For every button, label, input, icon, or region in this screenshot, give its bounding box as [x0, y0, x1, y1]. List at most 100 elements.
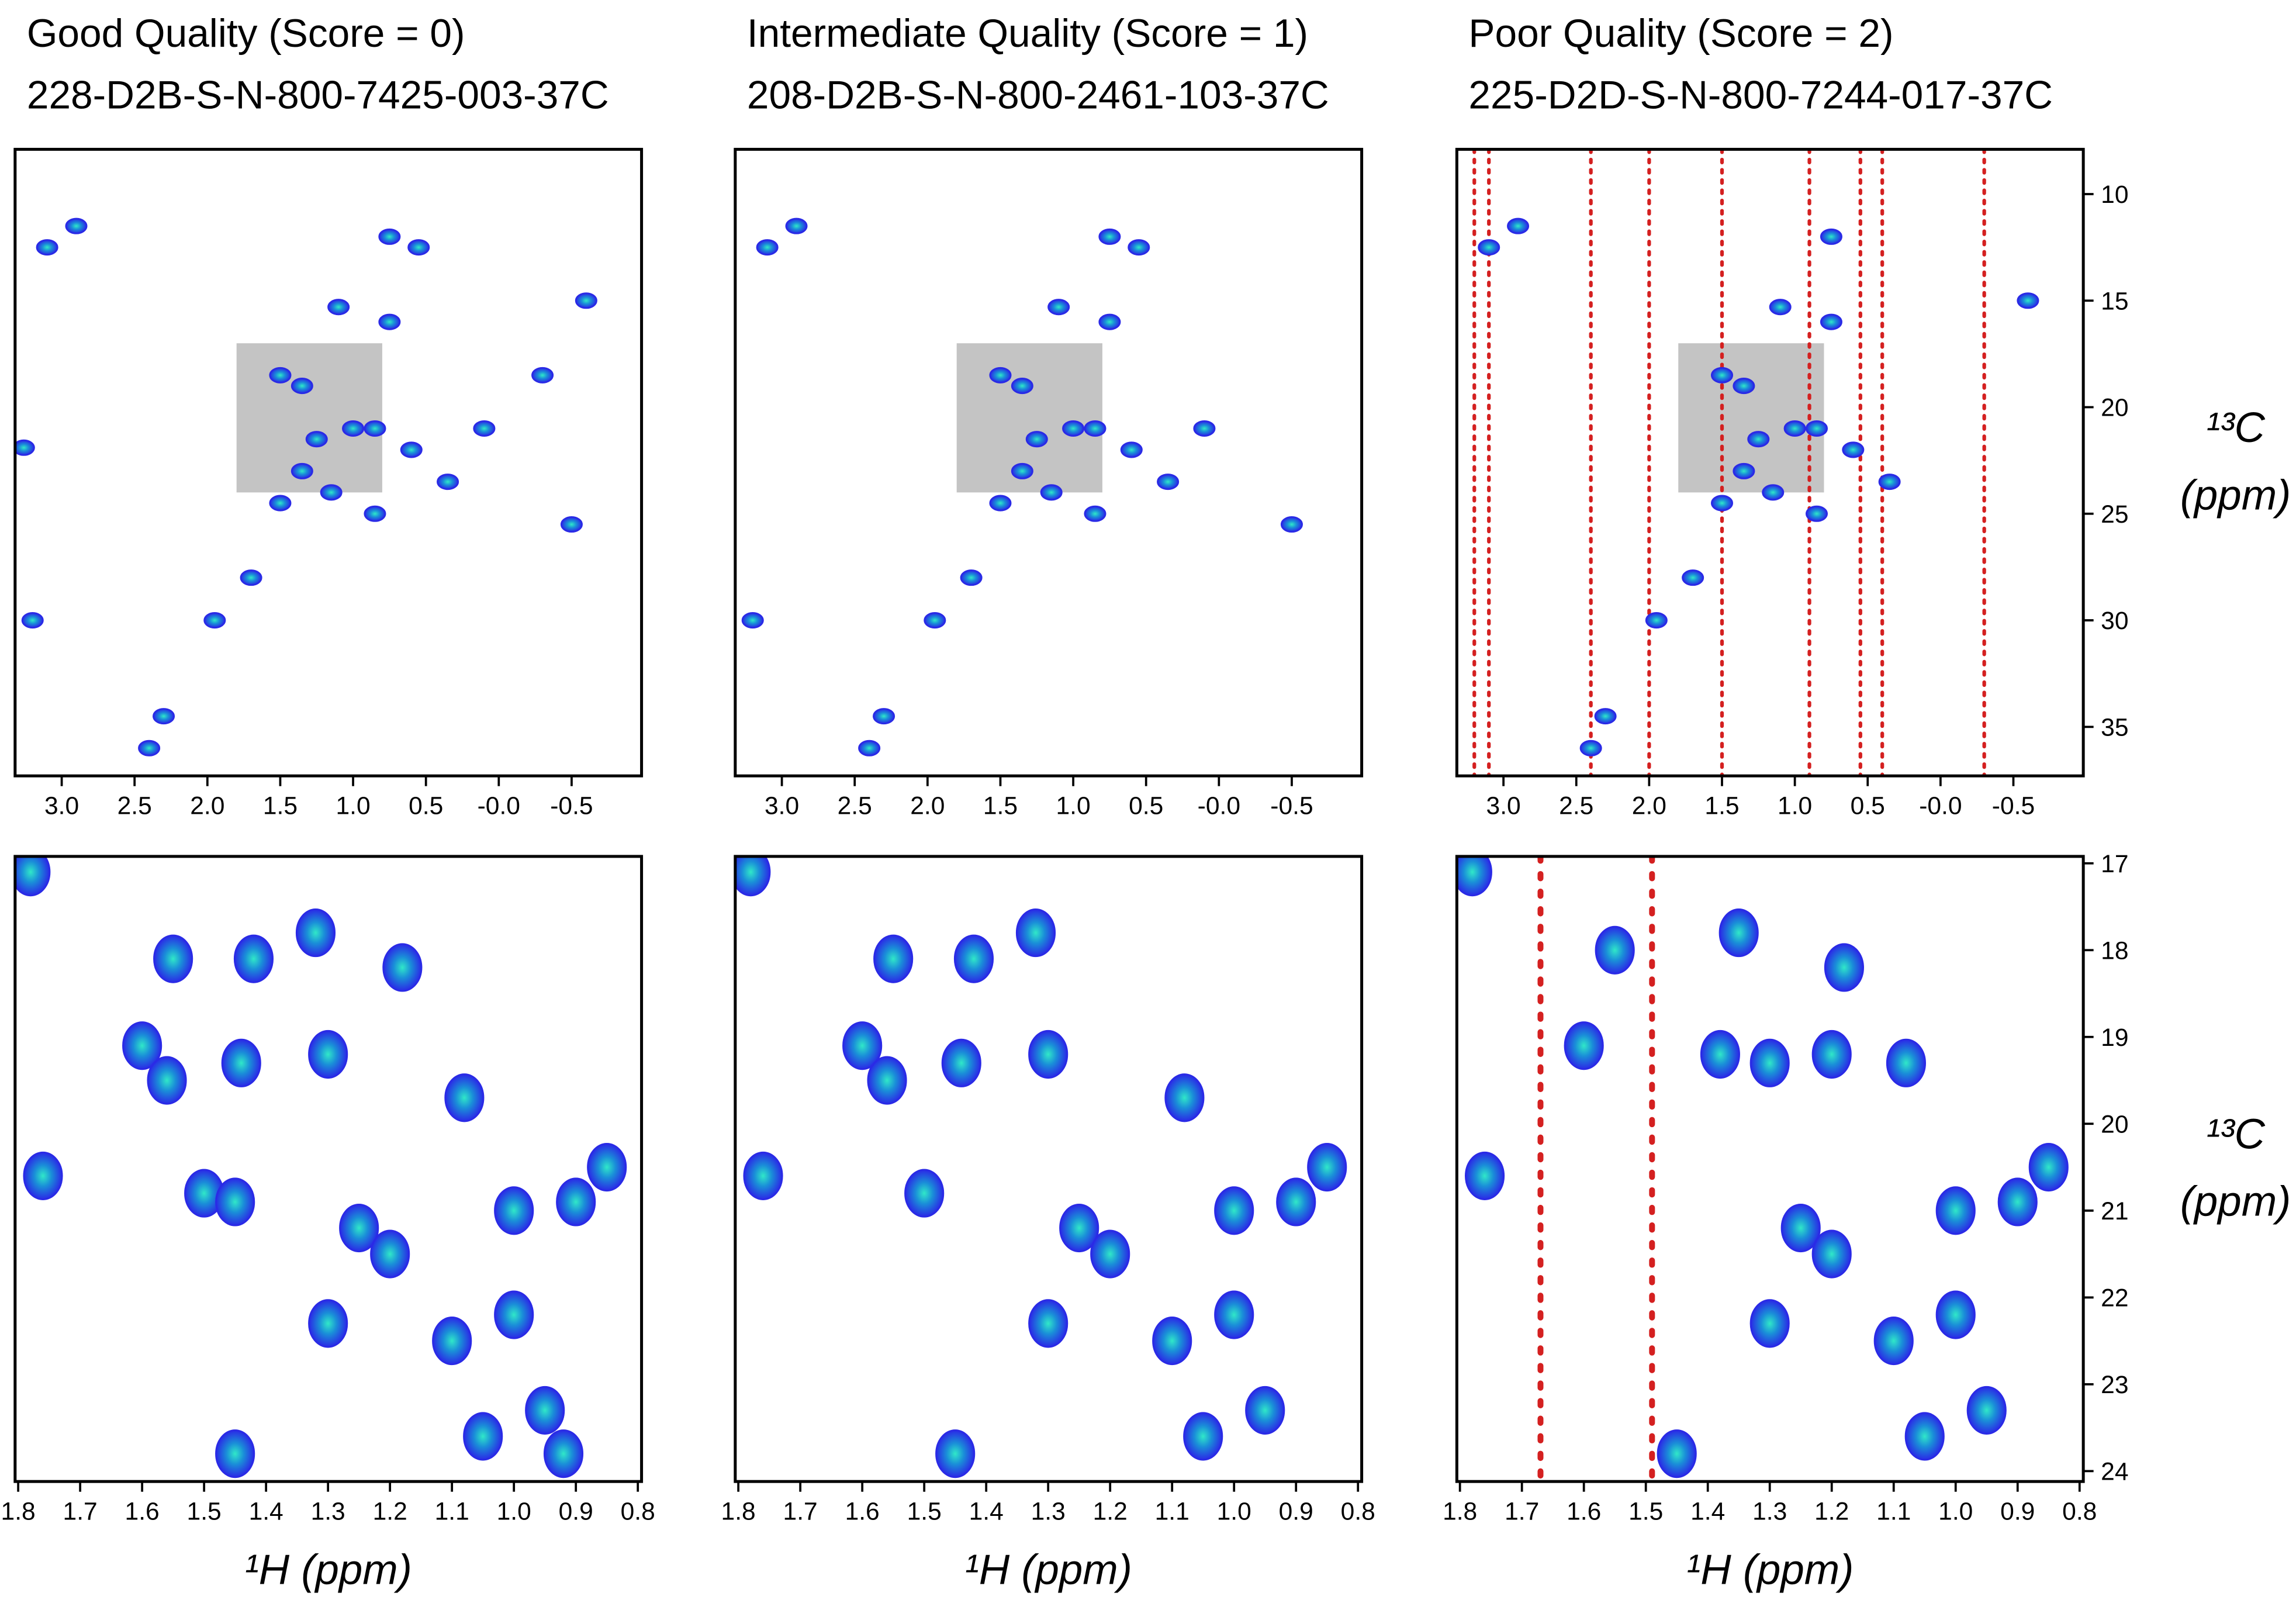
x-tick-label: 1.2 [373, 1497, 407, 1525]
x-tick-label: 1.2 [1093, 1497, 1128, 1525]
peak [1128, 239, 1150, 256]
y-tick-label: 25 [2101, 500, 2128, 528]
y-tick-label: 20 [2101, 394, 2128, 422]
x-tick-label: -0.5 [1270, 792, 1313, 820]
peak [560, 516, 583, 533]
y-tick-label: 20 [2101, 1110, 2128, 1138]
peak [1878, 474, 1901, 490]
x-tick-label: 1.0 [1938, 1497, 1973, 1525]
peak [960, 569, 983, 586]
x-tick-label: 1.4 [249, 1497, 283, 1525]
peak [1062, 420, 1085, 437]
peak [291, 378, 313, 395]
peak [989, 495, 1012, 512]
peak [953, 934, 994, 983]
x-tick-label: 1.5 [983, 792, 1018, 820]
peak [1478, 239, 1500, 256]
peak [575, 292, 597, 309]
x-tick-label: 1.4 [1690, 1497, 1725, 1525]
x-tick-label: 1.0 [1778, 792, 1812, 820]
x-tick-label: 1.3 [1031, 1497, 1066, 1525]
peak [269, 495, 292, 512]
peak [1457, 856, 1492, 897]
peak [342, 420, 365, 437]
peak [1152, 1317, 1192, 1366]
peak [1820, 228, 1842, 245]
peak [1997, 1177, 2038, 1227]
peak [1935, 1290, 1976, 1339]
y-axis-label: ¹³C [2206, 404, 2265, 451]
peak [1011, 378, 1033, 395]
peak [269, 367, 292, 384]
peak [1098, 313, 1121, 330]
plot-frame [1455, 147, 2085, 778]
y-axis-label: (ppm) [2180, 1178, 2291, 1225]
peak [305, 431, 328, 448]
peak [1733, 378, 1755, 395]
x-tick-label: 1.5 [187, 1497, 222, 1525]
chart-title: Good Quality (Score = 0) [27, 12, 465, 56]
x-tick-label: 1.3 [311, 1497, 345, 1525]
peak [1783, 420, 1806, 437]
y-tick-label: 10 [2101, 181, 2128, 209]
x-tick-label: 1.0 [336, 792, 370, 820]
peak [1749, 1299, 1790, 1348]
y-tick-label: 23 [2101, 1371, 2128, 1399]
peak [756, 239, 779, 256]
peak [1025, 431, 1048, 448]
peak [233, 934, 274, 983]
peak [1040, 484, 1063, 501]
peak [2017, 292, 2039, 309]
peak [1805, 505, 1828, 522]
peak [1747, 431, 1770, 448]
peak [153, 708, 175, 725]
peak [1157, 474, 1180, 490]
peak [473, 420, 496, 437]
peak [1700, 1029, 1740, 1079]
x-tick-label: 1.5 [1704, 792, 1739, 820]
peak [873, 934, 914, 983]
x-tick-label: 0.8 [1341, 1497, 1375, 1525]
x-tick-label: 1.6 [1567, 1497, 1601, 1525]
peak [1015, 908, 1056, 958]
peak [531, 367, 554, 384]
x-tick-label: 0.9 [559, 1497, 593, 1525]
plot-area [735, 856, 1347, 1478]
x-tick-label: 1.5 [907, 1497, 942, 1525]
peak [122, 1021, 162, 1070]
plot-area [741, 217, 1303, 756]
x-tick-label: 1.0 [1056, 792, 1091, 820]
y-tick-label: 19 [2101, 1024, 2128, 1052]
peak [1904, 1412, 1945, 1461]
peak [873, 708, 895, 725]
plot-frame [734, 147, 1364, 778]
x-tick-label: 1.8 [1443, 1497, 1477, 1525]
plot-area [15, 856, 627, 1478]
x-tick-label: 1.2 [1814, 1497, 1849, 1525]
peak [1733, 462, 1755, 479]
chart-title: Intermediate Quality (Score = 1) [747, 12, 1308, 56]
peak [1307, 1142, 1347, 1192]
peak [382, 943, 423, 992]
peak [295, 908, 336, 958]
x-tick-label: 3.0 [44, 792, 79, 820]
x-tick-label: 0.8 [621, 1497, 655, 1525]
x-tick-label: 3.0 [765, 792, 799, 820]
peak [1059, 1203, 1099, 1253]
peak [1084, 505, 1106, 522]
x-tick-label: 2.5 [838, 792, 872, 820]
peak [203, 612, 226, 629]
chart-title: Poor Quality (Score = 2) [1468, 12, 1893, 56]
y-tick-label: 15 [2101, 287, 2128, 315]
peak [743, 1151, 783, 1200]
x-tick-label: 0.5 [409, 792, 443, 820]
y-tick-label: 24 [2101, 1457, 2128, 1485]
peak [1682, 569, 1704, 586]
peak [437, 474, 459, 490]
peak [556, 1177, 596, 1227]
peak [378, 313, 401, 330]
x-tick-label: 1.3 [1752, 1497, 1787, 1525]
peak [525, 1386, 565, 1435]
